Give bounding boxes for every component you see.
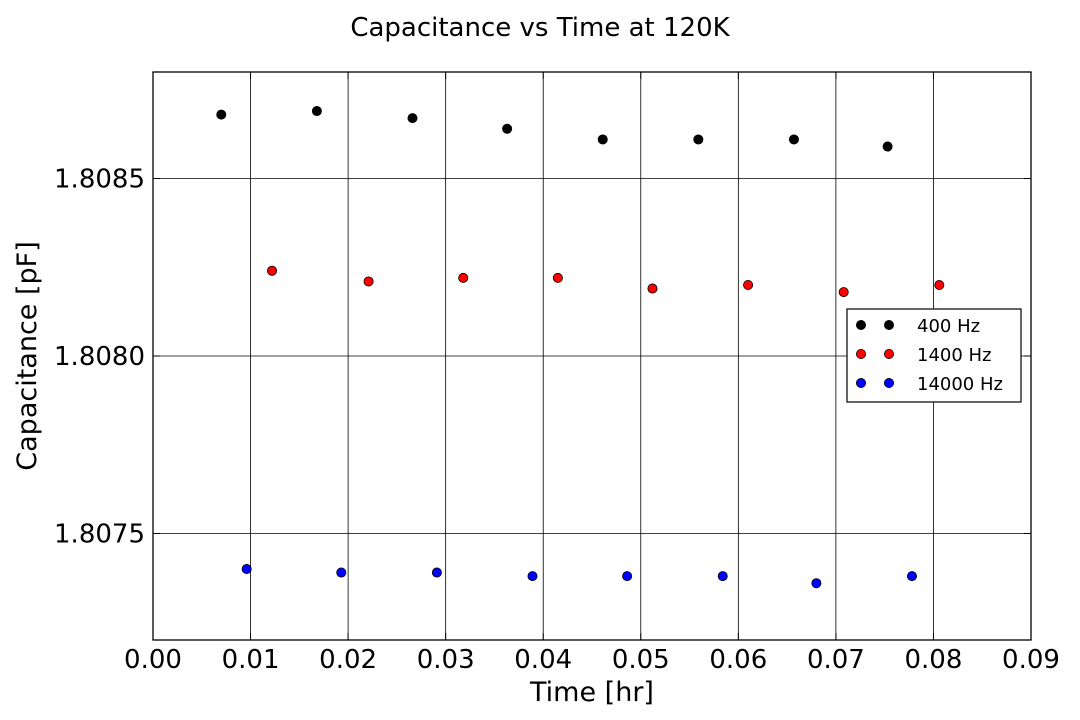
y-tick-label: 1.8080 [54, 342, 145, 372]
x-tick-label: 0.00 [124, 645, 182, 675]
y-axis-label: Capacitance [pF] [12, 241, 43, 470]
legend-marker [856, 377, 867, 388]
data-point-series-0 [216, 109, 227, 120]
x-tick-label: 0.08 [904, 645, 962, 675]
data-point-series-2 [336, 567, 347, 578]
data-point-series-0 [407, 113, 418, 124]
chart-title: Capacitance vs Time at 120K [350, 13, 730, 43]
data-point-series-2 [622, 571, 633, 582]
x-tick-label: 0.02 [319, 645, 377, 675]
legend-marker [884, 377, 895, 388]
data-point-series-2 [431, 567, 442, 578]
data-point-series-2 [811, 578, 822, 589]
data-point-series-1 [934, 279, 945, 290]
data-point-series-1 [838, 287, 849, 298]
legend-label: 400 Hz [917, 316, 980, 337]
data-point-series-1 [743, 279, 754, 290]
legend-box [846, 308, 1022, 403]
data-point-series-2 [527, 571, 538, 582]
data-point-series-2 [241, 564, 252, 575]
x-tick-label: 0.05 [612, 645, 670, 675]
data-points [216, 106, 945, 589]
data-point-series-0 [788, 134, 799, 145]
legend: 400 Hz 1400 Hz 14000 Hz [846, 308, 1022, 403]
data-point-series-0 [597, 134, 608, 145]
x-tick-label: 0.01 [222, 645, 280, 675]
data-point-series-1 [363, 276, 374, 287]
data-point-series-0 [502, 123, 513, 134]
legend-label: 1400 Hz [917, 345, 992, 366]
data-point-series-1 [458, 272, 469, 283]
x-axis-label: Time [hr] [529, 677, 654, 708]
data-point-series-1 [552, 272, 563, 283]
data-point-series-2 [717, 571, 728, 582]
x-tick-label: 0.03 [417, 645, 475, 675]
legend-label: 14000 Hz [917, 374, 1003, 395]
x-tick-label: 0.06 [709, 645, 767, 675]
y-tick-label: 1.8085 [54, 165, 145, 195]
x-tick-label: 0.07 [807, 645, 865, 675]
data-point-series-1 [267, 265, 278, 276]
data-point-series-0 [882, 141, 893, 152]
legend-marker [856, 319, 867, 330]
y-tick-label: 1.8075 [54, 520, 145, 550]
data-point-series-0 [693, 134, 704, 145]
legend-marker [856, 348, 867, 359]
data-point-series-1 [647, 283, 658, 294]
x-tick-label: 0.09 [1002, 645, 1060, 675]
axis-ticks: 0.00 0.01 0.02 0.03 0.04 0.05 0.06 0.07 0.08 0.09… [54, 72, 1060, 675]
legend-marker [884, 348, 895, 359]
legend-marker [884, 319, 895, 330]
data-point-series-0 [311, 106, 322, 117]
data-point-series-2 [906, 571, 917, 582]
x-tick-label: 0.04 [514, 645, 572, 675]
